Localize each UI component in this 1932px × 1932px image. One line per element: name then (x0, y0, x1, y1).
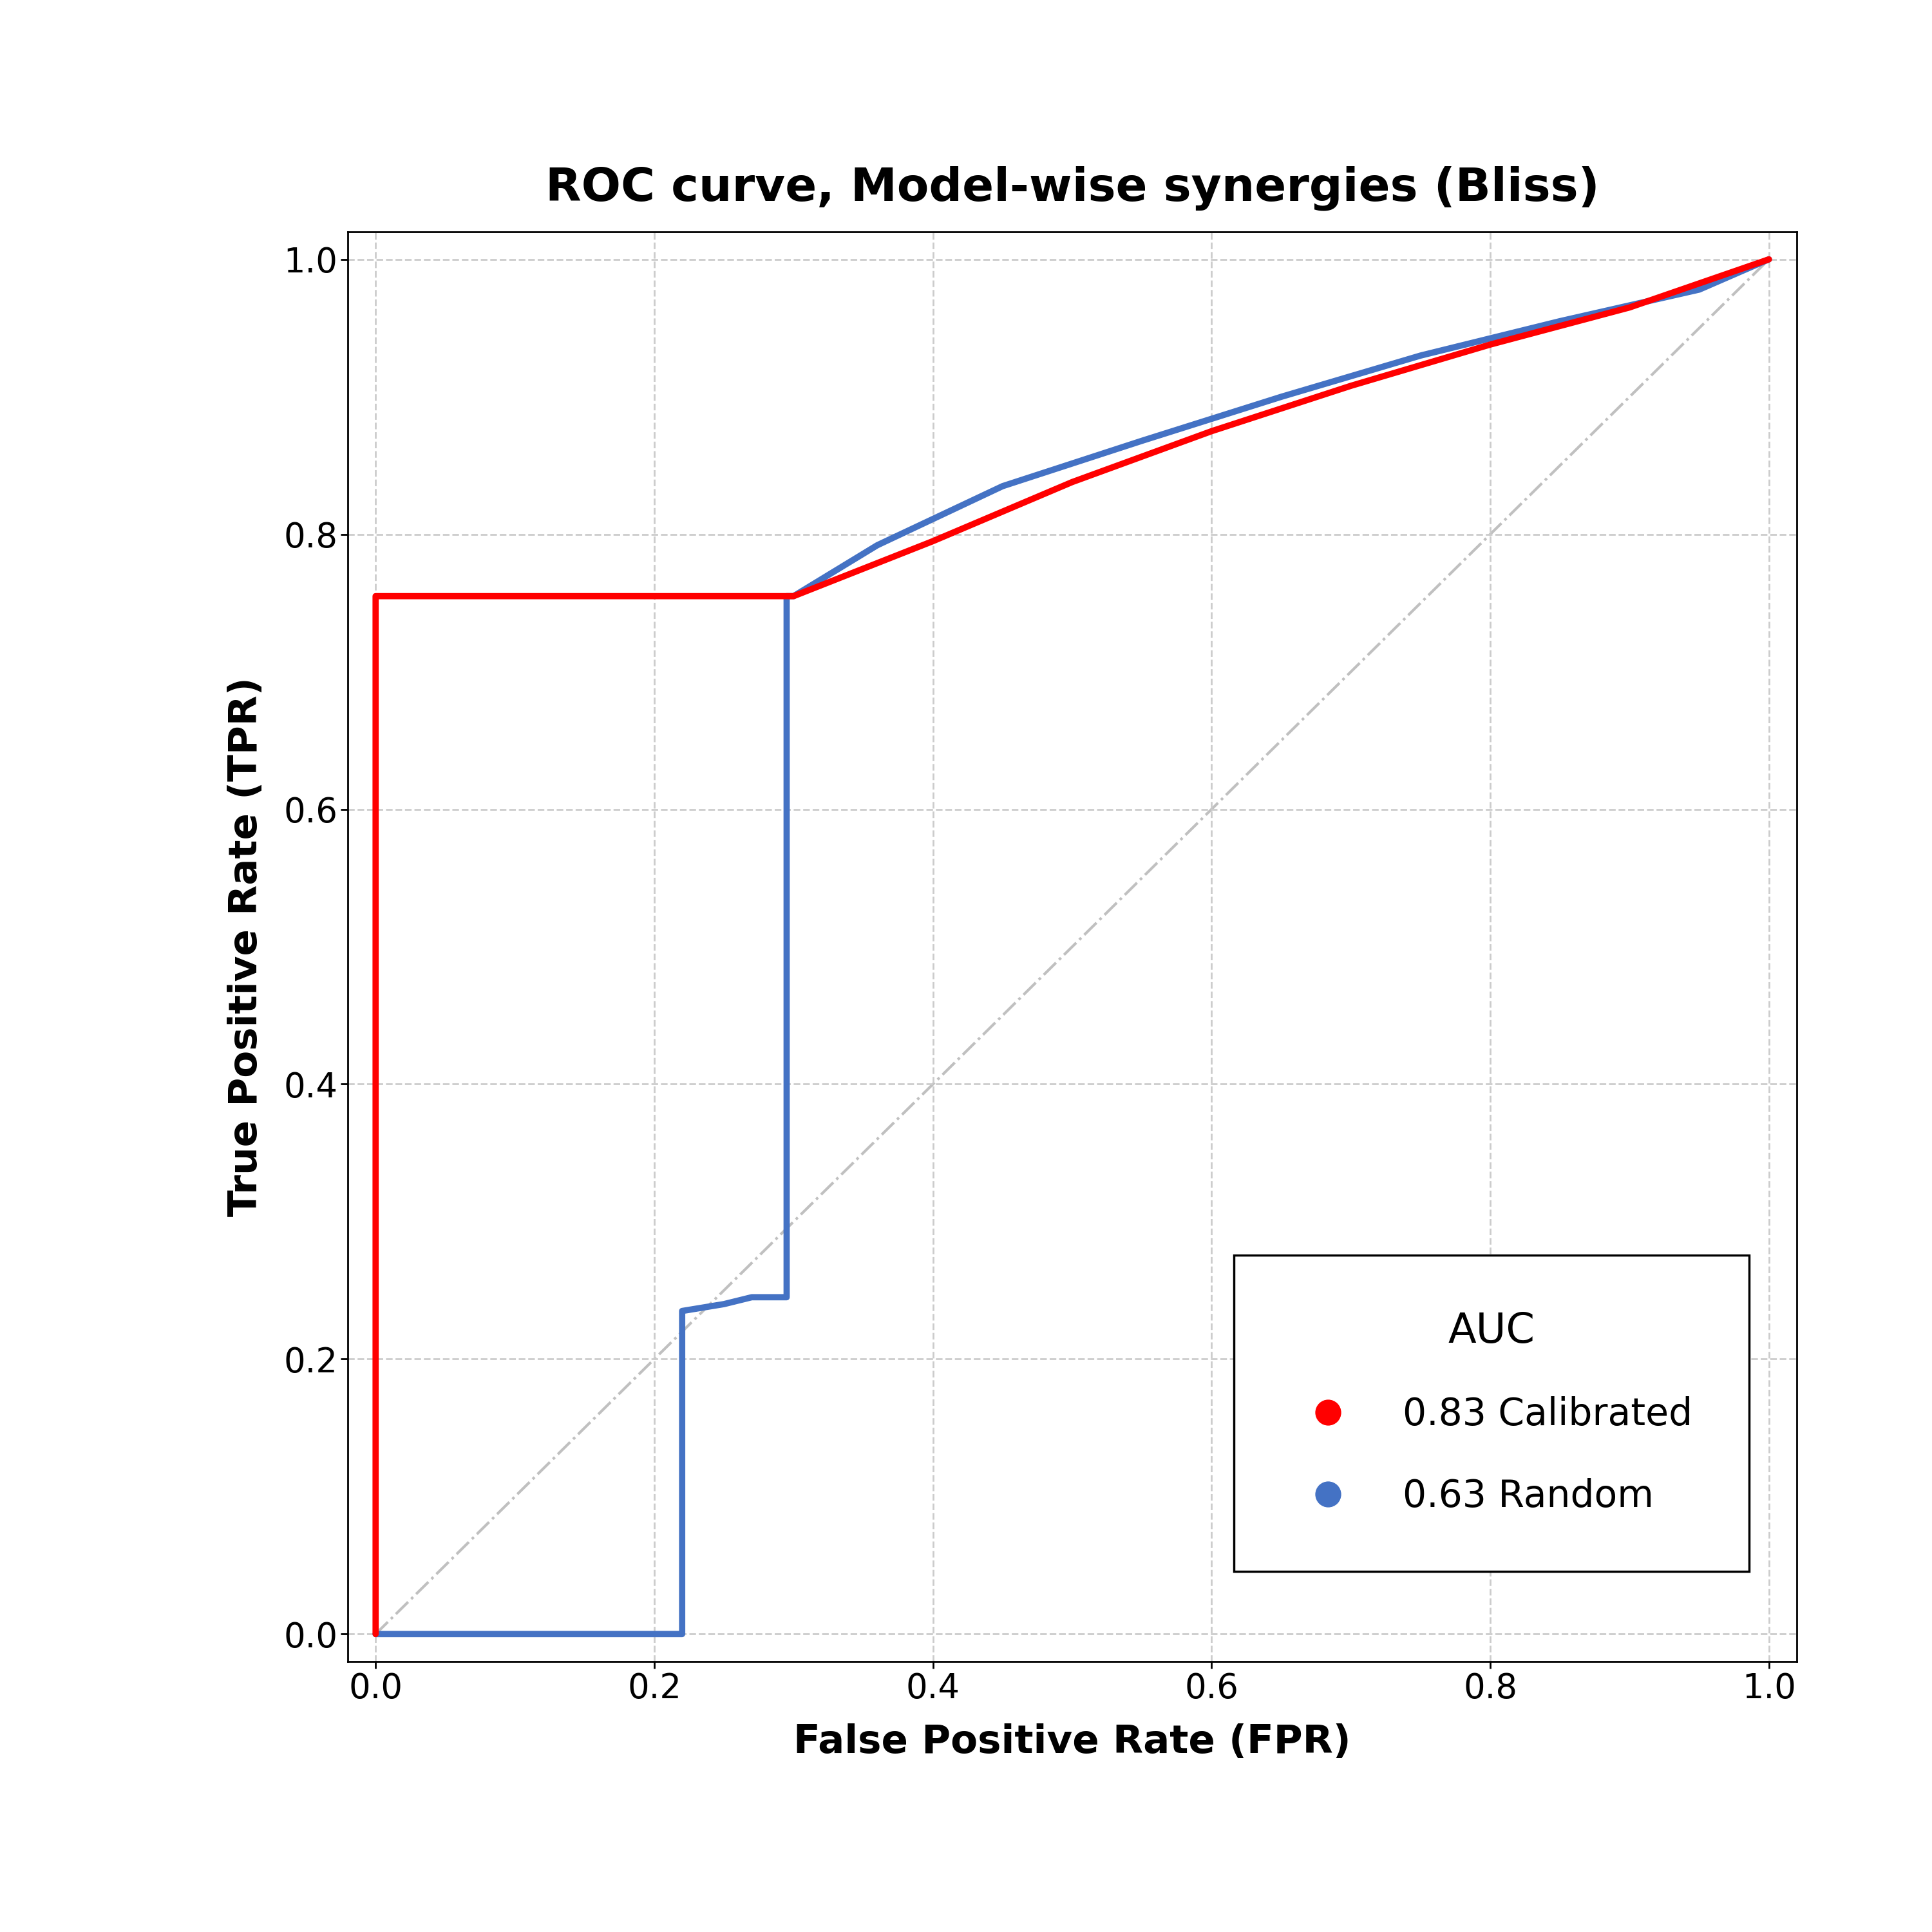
Title: ROC curve, Model-wise synergies (Bliss): ROC curve, Model-wise synergies (Bliss) (545, 166, 1600, 211)
X-axis label: False Positive Rate (FPR): False Positive Rate (FPR) (794, 1723, 1350, 1762)
Y-axis label: True Positive Rate (TPR): True Positive Rate (TPR) (228, 676, 265, 1217)
Legend: 0.83 Calibrated, 0.63 Random: 0.83 Calibrated, 0.63 Random (1235, 1256, 1748, 1571)
